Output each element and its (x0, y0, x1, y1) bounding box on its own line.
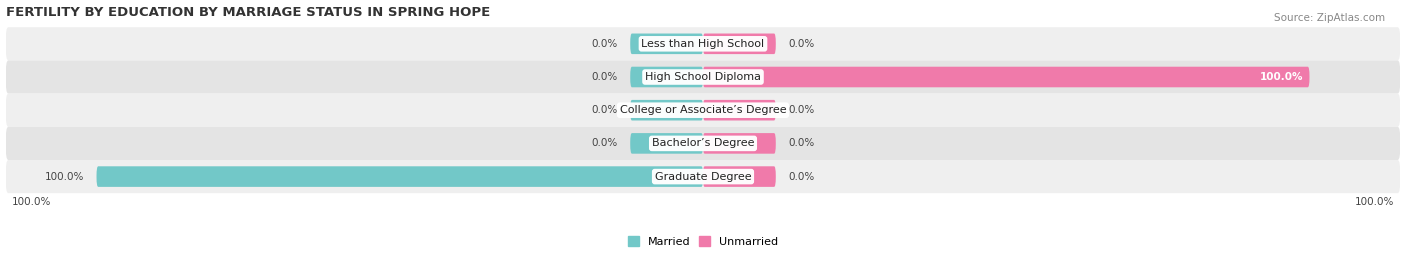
Text: College or Associate’s Degree: College or Associate’s Degree (620, 105, 786, 115)
Text: High School Diploma: High School Diploma (645, 72, 761, 82)
Text: Graduate Degree: Graduate Degree (655, 172, 751, 182)
FancyBboxPatch shape (630, 34, 703, 54)
FancyBboxPatch shape (630, 100, 703, 121)
Text: 100.0%: 100.0% (1355, 196, 1395, 207)
Text: 0.0%: 0.0% (592, 39, 619, 49)
Text: Bachelor’s Degree: Bachelor’s Degree (652, 138, 754, 148)
Text: 100.0%: 100.0% (45, 172, 84, 182)
Text: 0.0%: 0.0% (592, 72, 619, 82)
FancyBboxPatch shape (703, 100, 776, 121)
Text: 100.0%: 100.0% (11, 196, 51, 207)
FancyBboxPatch shape (6, 127, 1400, 160)
FancyBboxPatch shape (630, 67, 703, 87)
FancyBboxPatch shape (703, 133, 776, 154)
FancyBboxPatch shape (703, 67, 1309, 87)
Text: Less than High School: Less than High School (641, 39, 765, 49)
Text: 0.0%: 0.0% (787, 39, 814, 49)
FancyBboxPatch shape (6, 27, 1400, 61)
Text: 0.0%: 0.0% (787, 105, 814, 115)
FancyBboxPatch shape (703, 166, 776, 187)
FancyBboxPatch shape (6, 94, 1400, 127)
Text: 0.0%: 0.0% (787, 138, 814, 148)
Text: FERTILITY BY EDUCATION BY MARRIAGE STATUS IN SPRING HOPE: FERTILITY BY EDUCATION BY MARRIAGE STATU… (6, 6, 489, 19)
Text: 100.0%: 100.0% (1260, 72, 1303, 82)
Text: 0.0%: 0.0% (787, 172, 814, 182)
FancyBboxPatch shape (6, 160, 1400, 193)
FancyBboxPatch shape (630, 133, 703, 154)
Text: 0.0%: 0.0% (592, 105, 619, 115)
Text: 0.0%: 0.0% (592, 138, 619, 148)
FancyBboxPatch shape (6, 61, 1400, 94)
FancyBboxPatch shape (703, 34, 776, 54)
Text: Source: ZipAtlas.com: Source: ZipAtlas.com (1274, 13, 1385, 23)
Legend: Married, Unmarried: Married, Unmarried (623, 232, 783, 251)
FancyBboxPatch shape (97, 166, 703, 187)
